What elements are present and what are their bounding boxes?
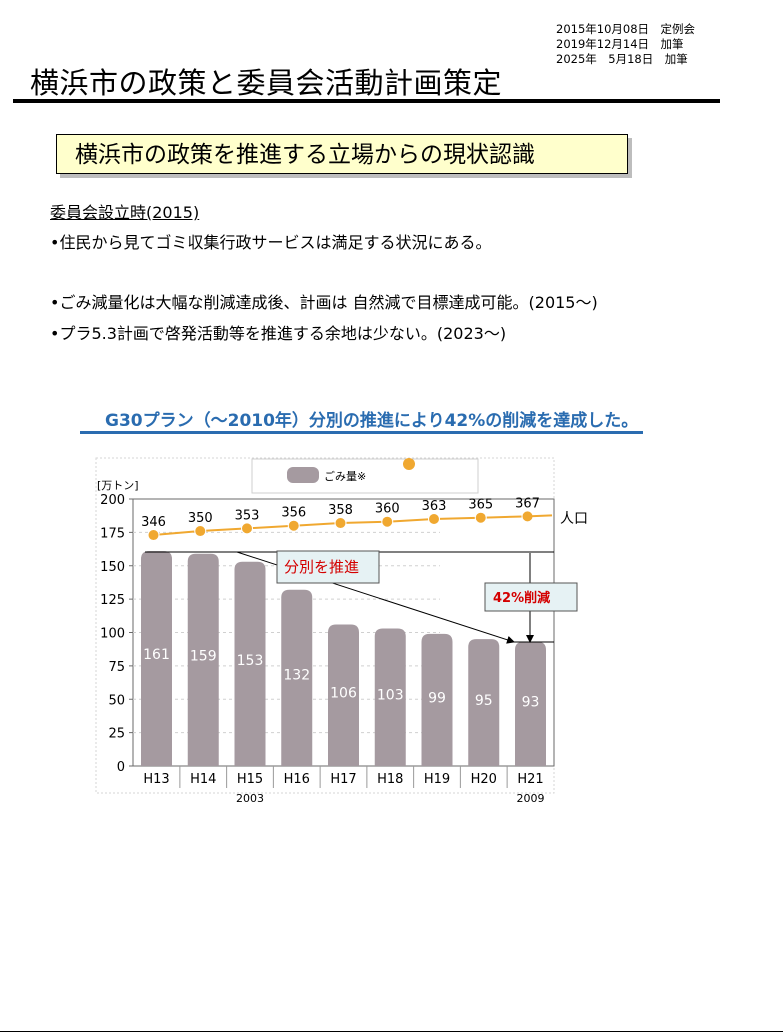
population-value-label: 346 xyxy=(141,515,166,530)
section-title-box: 横浜市の政策を推進する立場からの現状認識 xyxy=(56,134,628,174)
sorting-annotation-label: 分別を推進 xyxy=(284,558,359,576)
bar xyxy=(234,561,266,766)
reduction-annotation-label: 42%削減 xyxy=(493,590,550,606)
bar-value-label: 161 xyxy=(143,647,170,663)
revision-date-1: 2015年10月08日 定例会 xyxy=(556,22,696,36)
bar-value-label: 132 xyxy=(283,667,310,683)
section-title: 横浜市の政策を推進する立場からの現状認識 xyxy=(75,142,535,168)
page-title: 横浜市の政策と委員会活動計画策定 xyxy=(30,66,503,100)
population-value-label: 358 xyxy=(328,503,353,518)
y-tick-label: 0 xyxy=(117,760,125,775)
y-tick-label: 125 xyxy=(100,593,125,608)
x-tick-label: H16 xyxy=(284,772,310,787)
bar xyxy=(515,641,546,766)
population-point xyxy=(194,525,207,538)
x-tick-label: H21 xyxy=(517,772,543,787)
x-tick-label: H17 xyxy=(330,772,356,787)
population-line-tail xyxy=(527,514,553,518)
bullet-3: •プラ5.3計画で啓発活動等を推進する余地は少ない。(2023～) xyxy=(50,324,507,343)
bar xyxy=(421,633,453,766)
legend-swatch xyxy=(287,467,319,483)
line-series-label: 人口 xyxy=(560,511,588,527)
revision-dates: 2015年10月08日 定例会 2019年12月14日 加筆 2025年 5月1… xyxy=(556,22,695,67)
population-value-label: 356 xyxy=(281,506,306,521)
revision-date-3: 2025年 5月18日 加筆 xyxy=(556,52,688,66)
population-value-label: 365 xyxy=(468,498,493,513)
population-value-label: 363 xyxy=(422,499,447,514)
bullet-1: •住民から見てゴミ収集行政サービスは満足する状況にある。 xyxy=(50,233,492,252)
y-tick-label: 100 xyxy=(100,627,125,642)
population-value-label: 360 xyxy=(375,502,400,517)
population-point xyxy=(241,522,253,535)
bar-value-label: 99 xyxy=(428,690,446,706)
population-point xyxy=(334,517,347,530)
bar-value-label: 93 xyxy=(522,694,540,710)
bar xyxy=(468,639,500,766)
population-point xyxy=(381,515,394,528)
bar-value-label: 95 xyxy=(475,693,493,709)
legend-line-marker xyxy=(403,458,415,470)
population-point xyxy=(428,513,440,526)
bar xyxy=(328,624,359,766)
population-value-label: 367 xyxy=(515,496,540,511)
legend-label: ごみ量※ xyxy=(324,469,366,483)
population-value-label: 350 xyxy=(188,511,213,526)
bullet-2: •ごみ減量化は大幅な削減達成後、計画は 自然減で目標達成可能。(2015～) xyxy=(50,293,598,312)
bar xyxy=(187,553,219,766)
y-tick-label: 75 xyxy=(108,660,125,675)
population-point xyxy=(147,529,160,542)
chart-caption: G30プラン（～2010年）分別の推進により42%の削減を達成した。 xyxy=(105,411,639,431)
sorting-annotation-box xyxy=(276,550,380,584)
revision-date-2: 2019年12月14日 加筆 xyxy=(556,37,684,51)
x-tick-label: H14 xyxy=(190,772,216,787)
caption-underline xyxy=(80,431,643,434)
y-tick-label: 50 xyxy=(108,693,125,708)
y-tick-label: 150 xyxy=(100,560,125,575)
x-tick-label: H18 xyxy=(377,772,403,787)
y-tick-label: 175 xyxy=(100,526,125,541)
sub-heading: 委員会設立時(2015) xyxy=(50,203,200,222)
x-tick-label: H20 xyxy=(471,772,497,787)
bar-value-label: 153 xyxy=(237,653,264,669)
bar xyxy=(281,589,313,766)
reduction-annotation-box xyxy=(484,582,578,612)
bar-value-label: 103 xyxy=(377,687,404,703)
title-underline xyxy=(13,99,720,103)
population-point xyxy=(474,511,487,524)
population-value-label: 353 xyxy=(235,508,260,523)
y-tick-label: 200 xyxy=(100,493,125,508)
population-point xyxy=(287,519,300,532)
bar xyxy=(374,628,406,766)
x-tick-label: H13 xyxy=(143,772,169,787)
bottom-rule xyxy=(0,1031,783,1032)
x-tick-label: H19 xyxy=(424,772,450,787)
bar xyxy=(141,551,172,766)
x-tick-label: H15 xyxy=(237,772,263,787)
year-label: 2009 xyxy=(517,792,545,805)
bar-value-label: 159 xyxy=(190,649,217,665)
y-axis-title: [万トン] xyxy=(97,479,139,492)
bar-value-label: 106 xyxy=(330,685,357,701)
y-tick-label: 25 xyxy=(108,727,125,742)
year-label: 2003 xyxy=(236,792,264,805)
